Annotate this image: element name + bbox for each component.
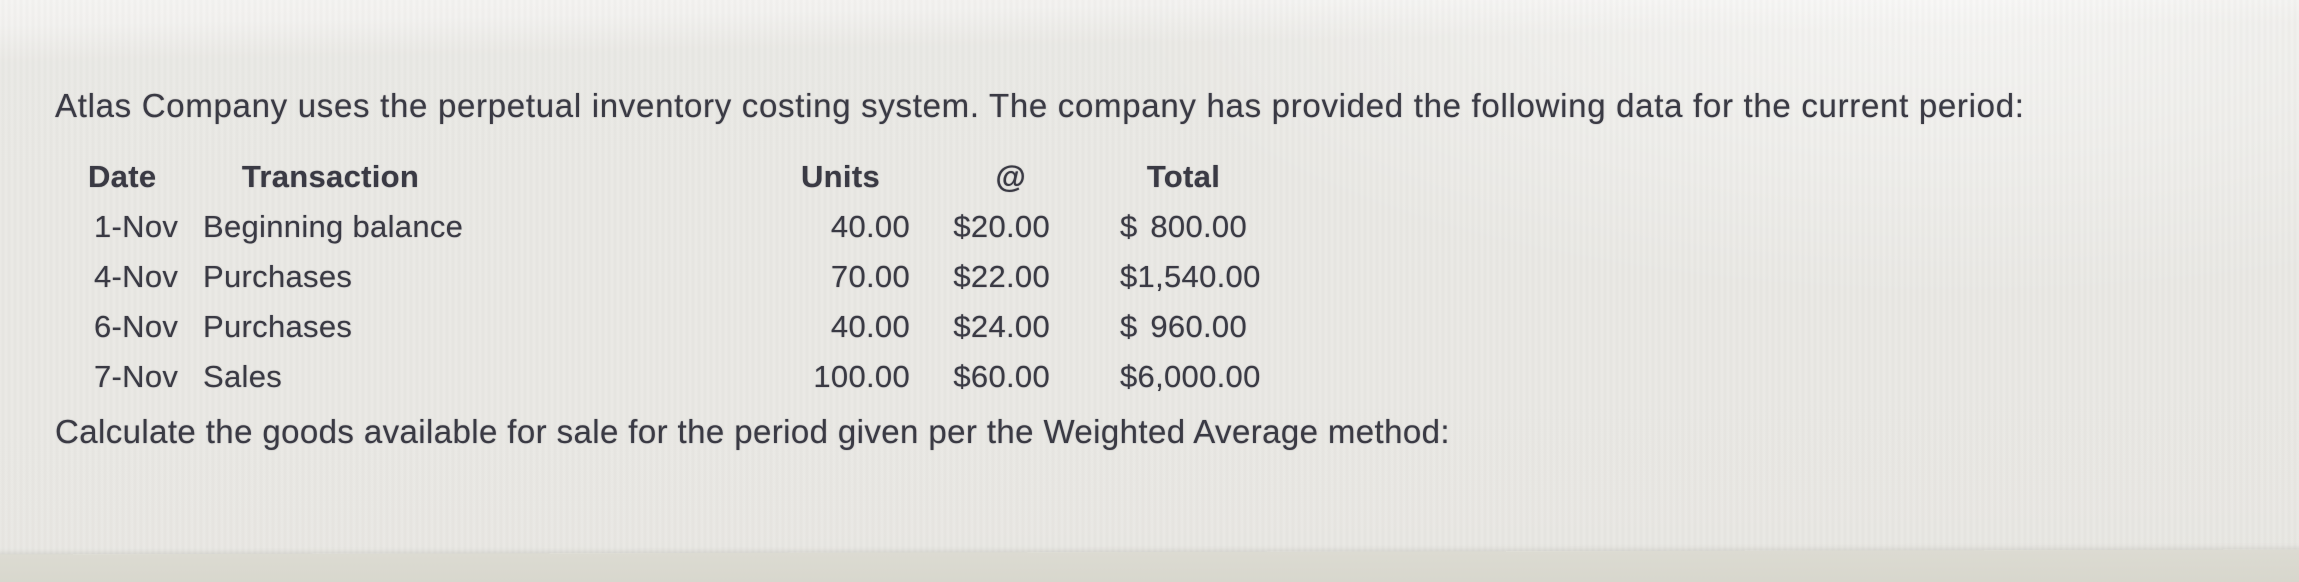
currency-symbol: $ [1120,209,1138,244]
total-amount: 960.00 [1150,309,1247,344]
currency-symbol: $ [1120,359,1138,394]
column-header-units: Units [801,159,880,194]
table-row: 1-Nov Beginning balance 40.00 $20.00 $ 8… [88,202,1247,252]
intro-text: Atlas Company uses the perpetual invento… [55,87,2025,124]
table-header-row: Date Transaction Units @ Total [88,152,1247,202]
column-header-transaction: Transaction [241,159,420,194]
column-header-unit-cost: @ [995,159,1026,194]
transaction-cell: Purchases [203,309,353,344]
unit-cost-cell: $22.00 [953,259,1050,294]
unit-cost-cell: $24.00 [953,309,1050,344]
transaction-cell: Purchases [203,259,353,294]
date-cell: 4-Nov [94,259,179,294]
total-amount: 800.00 [1150,209,1247,244]
bottom-strip [0,549,2299,582]
total-cell: $ 6,000.00 [1050,359,1260,395]
table-row: 4-Nov Purchases 70.00 $22.00 $ 1,540.00 [88,252,1260,302]
units-cell: 100.00 [813,359,910,394]
question-text: Calculate the goods available for sale f… [55,413,1450,450]
table-row: 7-Nov Sales 100.00 $60.00 $ 6,000.00 [88,352,1260,402]
date-cell: 1-Nov [94,209,179,244]
currency-symbol: $ [1120,259,1138,294]
currency-symbol: $ [1120,309,1138,344]
total-amount: 1,540.00 [1137,259,1261,294]
date-cell: 6-Nov [94,309,179,344]
column-header-total: Total [1146,159,1221,194]
unit-cost-cell: $20.00 [953,209,1050,244]
table-row: 6-Nov Purchases 40.00 $24.00 $ 960.00 [88,302,1247,352]
transaction-cell: Sales [203,359,283,394]
units-cell: 70.00 [830,259,910,294]
date-cell: 7-Nov [94,359,179,394]
total-cell: $ 800.00 [1050,209,1247,245]
units-cell: 40.00 [830,209,910,244]
column-header-date: Date [88,159,157,194]
total-cell: $ 960.00 [1050,309,1247,345]
total-amount: 6,000.00 [1137,359,1261,394]
unit-cost-cell: $60.00 [953,359,1050,394]
units-cell: 40.00 [830,309,910,344]
transaction-cell: Beginning balance [203,209,464,244]
inventory-table: Date Transaction Units @ Total 1-Nov Beg… [88,152,1260,402]
total-cell: $ 1,540.00 [1050,259,1260,295]
